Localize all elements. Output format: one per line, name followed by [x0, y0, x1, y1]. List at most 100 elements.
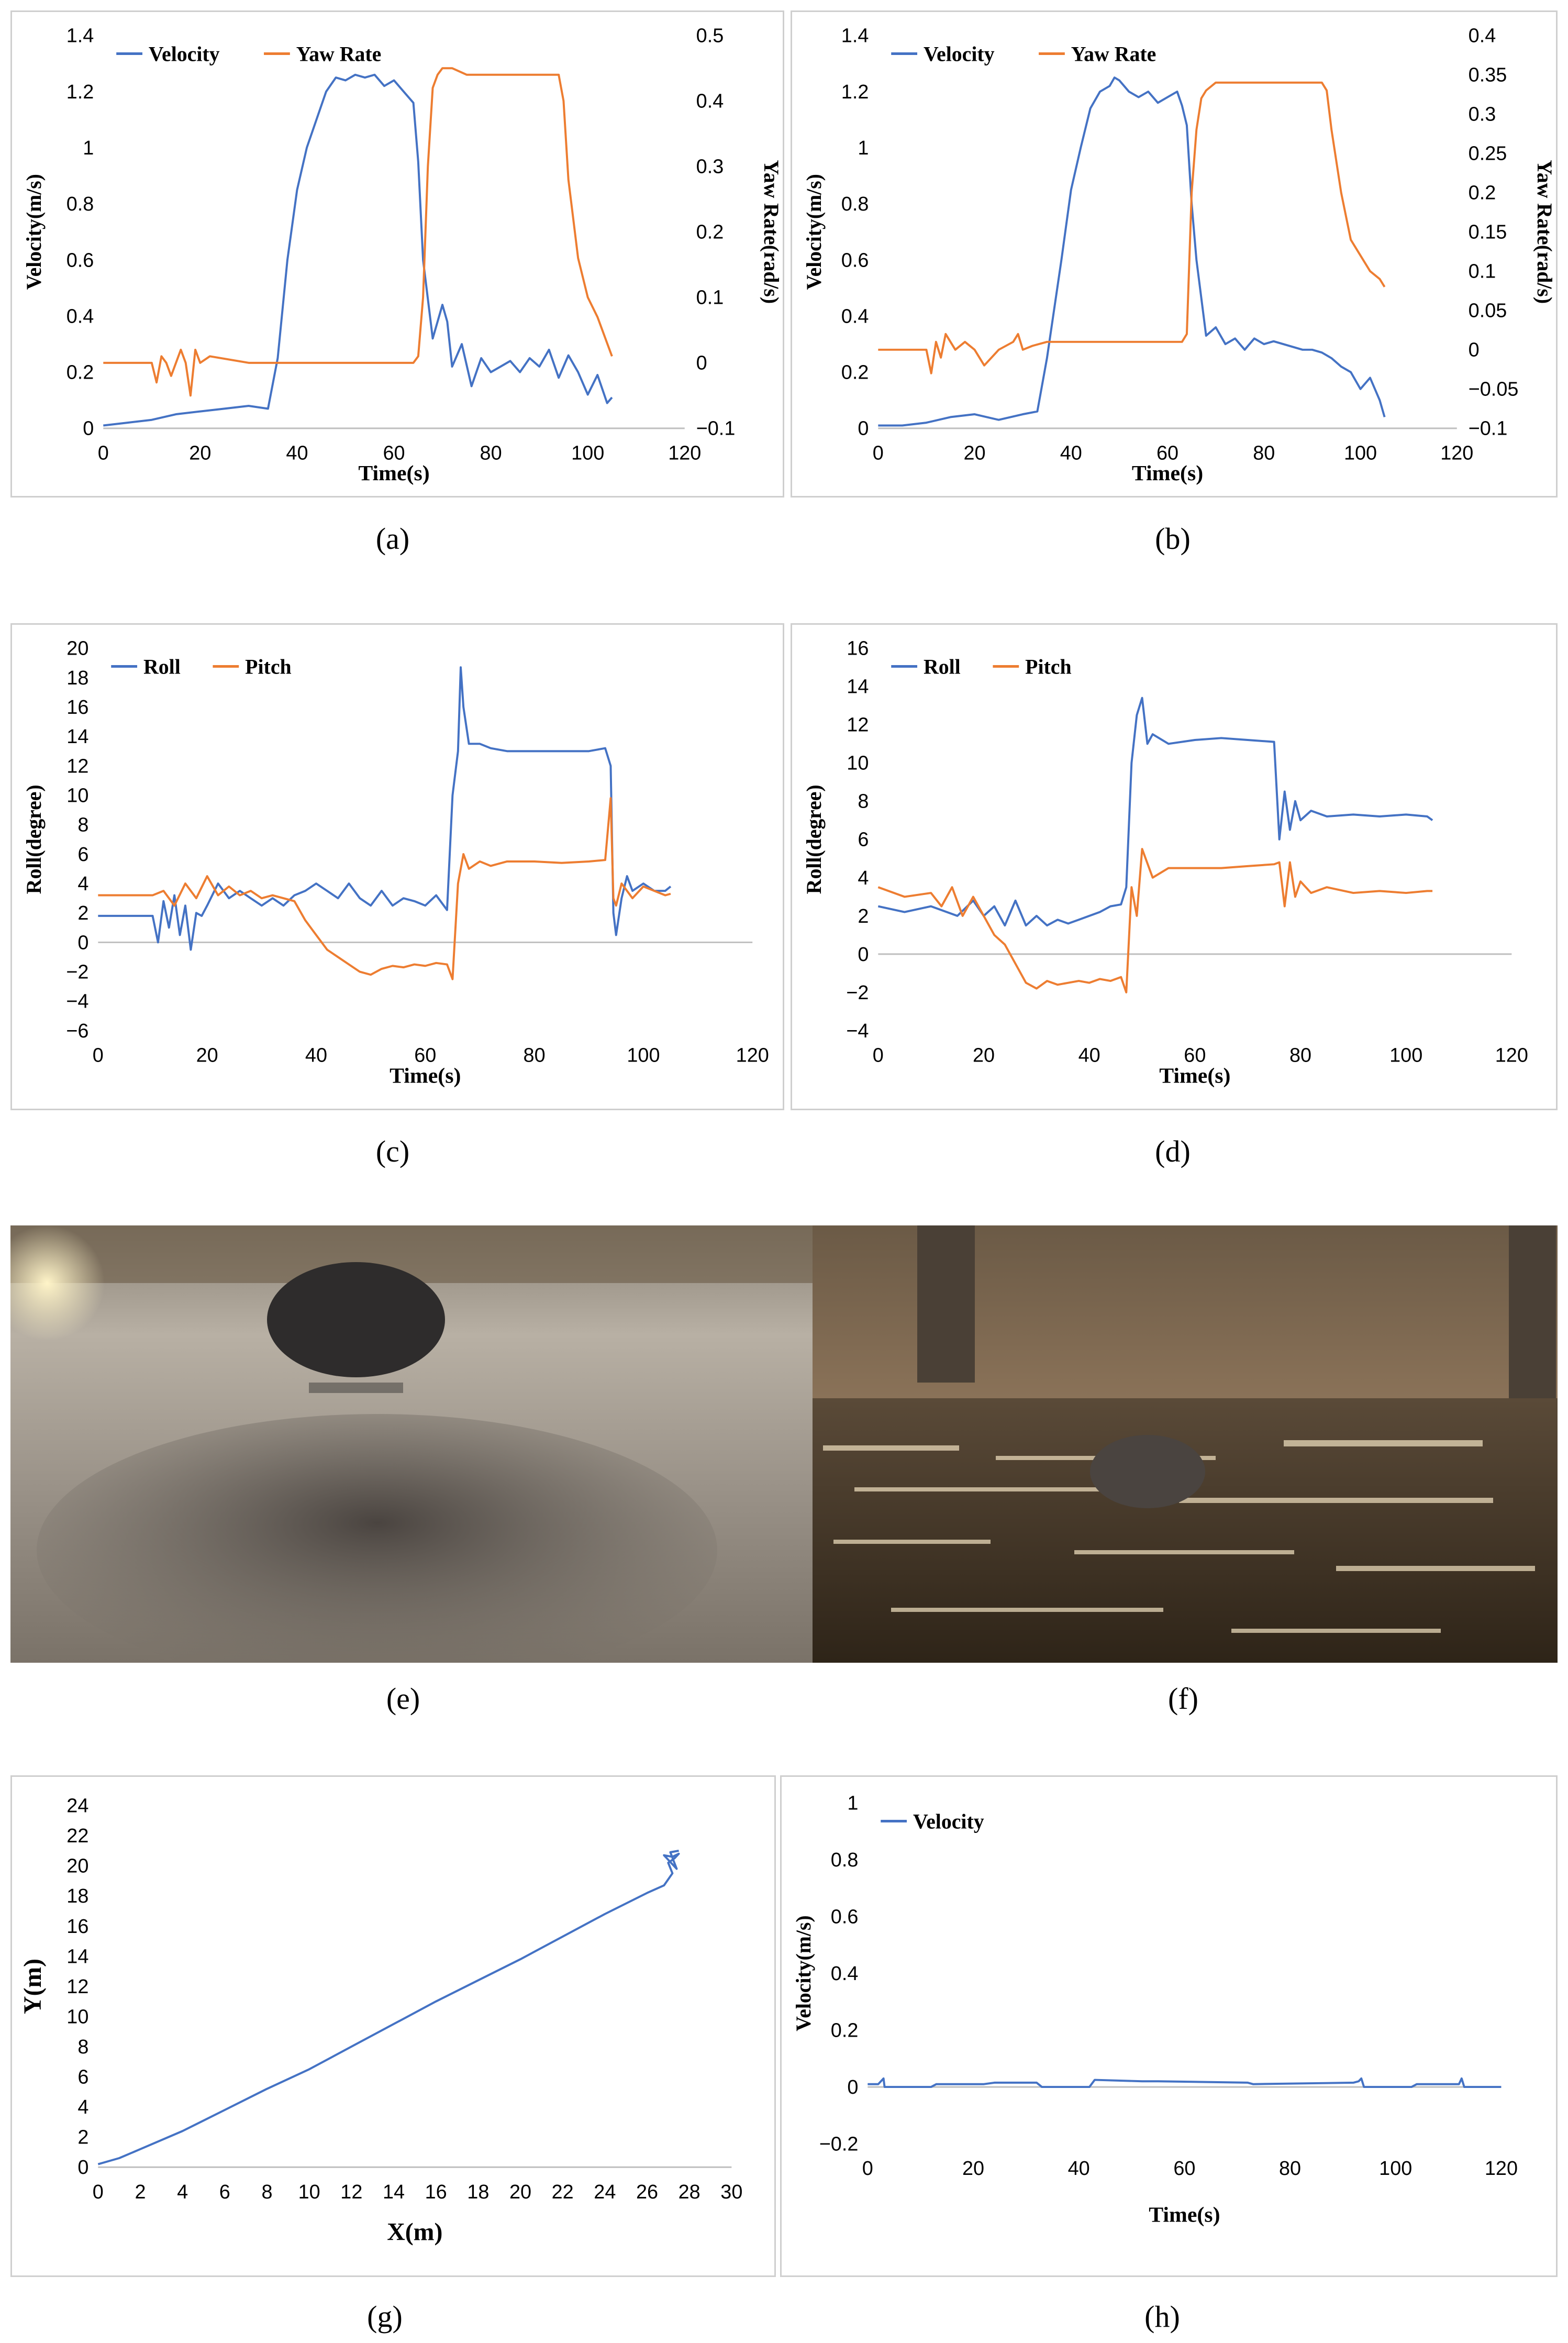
chart-c-ytick-6: 6 — [77, 844, 88, 866]
chart-g-ytick-7: 14 — [66, 1946, 88, 1968]
chart-g-xtick-4: 8 — [261, 2181, 272, 2203]
chart-b-y2tick-1: −0.05 — [1469, 379, 1519, 401]
chart-g-xtick-9: 18 — [467, 2181, 489, 2203]
chart-h-xtick-4: 80 — [1279, 2158, 1301, 2180]
chart-b-y2label: Yaw Rate(rad/s) — [1533, 160, 1556, 304]
chart-c-xtick-3: 60 — [414, 1045, 436, 1067]
chart-c-xlabel: Time(s) — [390, 1064, 461, 1088]
chart-c-legend-label-0: Roll — [143, 655, 181, 678]
chart-a-ylabel: Velocity(m/s) — [23, 174, 46, 290]
chart-h: −0.200.20.40.60.810 20 40 60 80 100 120Time(s)… — [792, 1793, 1518, 2227]
chart-g-xtick-15: 30 — [720, 2181, 742, 2203]
chart-g-ytick-5: 10 — [66, 2006, 88, 2028]
chart-g-ytick-4: 8 — [77, 2036, 88, 2058]
chart-c-xtick-0: 0 — [93, 1045, 104, 1067]
chart-h-xtick-2: 40 — [1068, 2158, 1090, 2180]
chart-c: −6 −4 −2 0 2 4 6 8 10 12 14 16 18 20 0 20 40 60 80 100 120 Ti… — [23, 638, 769, 1088]
chart-b-y2tick-7: 0.25 — [1469, 143, 1507, 165]
chart-d-xtick-5: 100 — [1389, 1045, 1422, 1067]
chart-h-legend-label-0: Velocity — [913, 1810, 984, 1833]
chart-a-series-velocity — [103, 73, 613, 427]
chart-g-xtick-5: 10 — [298, 2181, 320, 2203]
chart-b-ytick-1: 0.2 — [841, 362, 869, 384]
chart-b-series-yaw-rate — [878, 81, 1386, 374]
chart-b-ytick-0: 0 — [858, 418, 869, 440]
chart-h-xtick-1: 20 — [962, 2158, 984, 2180]
chart-d-xtick-2: 40 — [1078, 1045, 1100, 1067]
chart-d-ytick-10: 16 — [847, 638, 869, 660]
chart-a-xtick-3: 60 — [383, 442, 405, 464]
chart-g-ytick-0: 0 — [77, 2157, 88, 2179]
chart-g-xtick-1: 2 — [135, 2181, 146, 2203]
chart-a-xtick-2: 40 — [286, 442, 308, 464]
chart-d-ytick-2: 0 — [858, 944, 869, 966]
chart-b-y2tick-10: 0.4 — [1469, 25, 1496, 47]
chart-d-xtick-1: 20 — [973, 1045, 995, 1067]
chart-b-ytick-6: 1.2 — [841, 81, 869, 103]
chart-a-ytick-2: 0.4 — [66, 305, 94, 327]
photo-e — [10, 1225, 813, 1663]
chart-g-ytick-8: 16 — [66, 1916, 88, 1938]
chart-g-ytick-12: 24 — [66, 1795, 88, 1817]
chart-b-y2tick-9: 0.35 — [1469, 64, 1507, 86]
chart-b-legend-label-1: Yaw Rate — [1071, 42, 1156, 65]
chart-g-frame: 0 2 4 6 8 10 12 14 16 18 20 22 24 0 2 4 6 8 10 12 14 16 18 20 22… — [10, 1775, 776, 2277]
chart-b-ytick-5: 1 — [858, 137, 869, 159]
chart-a-ytick-3: 0.6 — [66, 249, 94, 271]
chart-h-ytick-6: 1 — [847, 1793, 858, 1815]
chart-b-xlabel: Time(s) — [1132, 461, 1203, 485]
chart-c-xtick-5: 100 — [627, 1045, 660, 1067]
chart-h-frame: −0.2 0 0.2 0.4 0.6 0.8 1 0 20 40 60 80 100 120 Time(s)… — [780, 1775, 1558, 2277]
chart-b-xtick-5: 100 — [1344, 442, 1377, 464]
chart-c-series-roll — [98, 666, 672, 951]
chart-a-y2tick-5: 0.4 — [696, 91, 724, 113]
chart-g-xtick-12: 24 — [594, 2181, 616, 2203]
chart-c-legend-label-1: Pitch — [245, 655, 291, 678]
chart-d-xtick-3: 60 — [1184, 1045, 1206, 1067]
chart-c-ytick-7: 8 — [77, 814, 88, 836]
chart-g-xtick-8: 16 — [425, 2181, 447, 2203]
chart-c-xtick-1: 20 — [196, 1045, 218, 1067]
chart-a-frame: 0 0.2 0.4 0.6 0.8 1 1.2 1.4 0 20 40 60 80 100 120 −0.1 0… — [10, 10, 784, 498]
chart-c-ytick-5: 4 — [77, 873, 88, 895]
chart-a-y2tick-2: 0.1 — [696, 287, 724, 309]
chart-h-ylabel: Velocity(m/s) — [792, 1915, 815, 2031]
chart-b-legend-label-0: Velocity — [924, 42, 995, 65]
chart-c-ytick-10: 14 — [66, 726, 88, 748]
chart-b-y2tick-0: −0.1 — [1469, 418, 1508, 440]
chart-d-ytick-4: 4 — [858, 867, 869, 889]
chart-g-ytick-2: 4 — [77, 2096, 88, 2118]
chart-d-ytick-3: 2 — [858, 905, 869, 927]
chart-b-y2tick-4: 0.1 — [1469, 261, 1496, 283]
chart-d-xlabel: Time(s) — [1159, 1064, 1230, 1088]
chart-g-ytick-6: 12 — [66, 1976, 88, 1998]
chart-a-xtick-0: 0 — [98, 442, 109, 464]
chart-g-xtick-13: 26 — [636, 2181, 658, 2203]
chart-h-xtick-6: 120 — [1485, 2158, 1518, 2180]
chart-d-frame: −4 −2 0 2 4 6 8 10 12 14 16 0 20 40 60 80 100 120 Time(s) R… — [791, 623, 1558, 1110]
chart-d-xtick-6: 120 — [1495, 1045, 1528, 1067]
chart-g-ytick-1: 2 — [77, 2127, 88, 2149]
chart-c-xtick-6: 120 — [736, 1045, 769, 1067]
caption-b: (b) — [1155, 522, 1191, 556]
chart-d-series-roll — [877, 697, 1433, 927]
chart-h-xtick-0: 0 — [862, 2158, 873, 2180]
chart-c-xtick-2: 40 — [305, 1045, 327, 1067]
chart-a-ytick-4: 0.8 — [66, 193, 94, 215]
chart-d-series-pitch — [877, 848, 1433, 993]
chart-b-ylabel: Velocity(m/s) — [803, 174, 826, 290]
chart-d-ytick-9: 14 — [847, 676, 869, 698]
chart-a-y2label: Yaw Rate(rad/s) — [760, 160, 783, 304]
chart-g-xtick-6: 12 — [340, 2181, 362, 2203]
chart-g-xlabel: X(m) — [387, 2218, 442, 2246]
chart-d: −4 −2 0 2 4 6 8 10 12 14 16 0 20 40 60 80 100 120 Time(s) R… — [803, 638, 1528, 1088]
chart-h-ytick-0: −0.2 — [819, 2134, 859, 2156]
chart-g-ylabel: Y(m) — [19, 1959, 47, 2014]
chart-d-ytick-7: 10 — [847, 753, 869, 775]
chart-c-ytick-4: 2 — [77, 902, 88, 924]
chart-h-series-velocity — [868, 2077, 1502, 2088]
chart-a-series-yaw-rate — [103, 67, 613, 397]
chart-a-y2tick-0: −0.1 — [696, 418, 736, 440]
chart-b-frame: 0 0.2 0.4 0.6 0.8 1 1.2 1.4 0 20 40 60 80 100 120 −0.1 −… — [791, 10, 1558, 498]
